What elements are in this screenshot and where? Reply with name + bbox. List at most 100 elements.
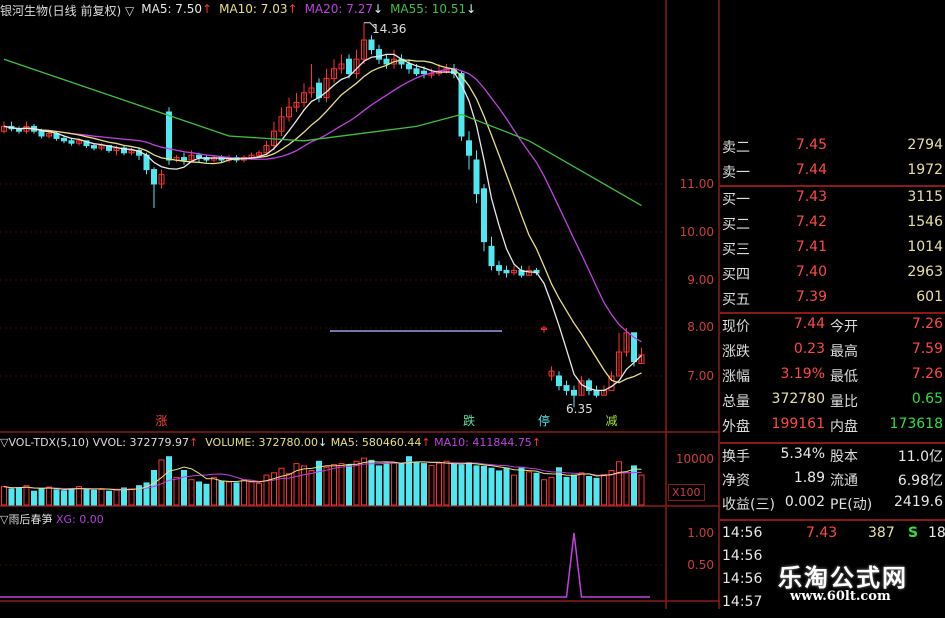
candle-body <box>458 73 465 137</box>
order-book-row: 买一 7.43 3115 <box>722 189 945 213</box>
volume-bar <box>248 481 255 506</box>
volume-bar <box>203 483 210 506</box>
volume-indicator-name[interactable]: ▽VOL-TDX(5,10) <box>0 436 90 449</box>
price-tick: 11.00 <box>679 177 714 191</box>
price-tick: 8.00 <box>687 320 714 334</box>
order-book-row: 买五 7.39 601 <box>722 289 945 313</box>
level-price: 7.41 <box>795 239 827 255</box>
tick-row: 14:56 <box>722 548 945 572</box>
tick-row: 14:56 <box>722 571 945 595</box>
candle-body <box>68 140 75 144</box>
volume-bar <box>241 479 247 506</box>
indicator-tick: 1.00 <box>687 526 714 540</box>
candle-body <box>38 130 45 137</box>
order-book-row: 买三 7.41 1014 <box>722 239 945 263</box>
stat-label: 内盘 <box>830 419 858 435</box>
volume-bar <box>233 482 240 506</box>
stat-label: 总量 <box>722 394 750 410</box>
volume-bar <box>458 464 465 506</box>
volume-bar <box>121 487 127 506</box>
candle-body <box>631 332 637 363</box>
ma5-value: MA5: 7.50 <box>141 2 203 16</box>
candle-body <box>91 145 97 149</box>
level-price: 7.44 <box>795 162 827 178</box>
volume-bar <box>8 488 15 506</box>
candle-body <box>556 375 562 387</box>
order-book-row: 卖二 7.45 2794 <box>722 137 945 161</box>
volume-value: VOLUME: 372780.00 <box>205 436 318 449</box>
stat-value: 7.26 <box>911 316 943 332</box>
high-marker <box>364 22 377 30</box>
tick-time: 14:56 <box>722 571 763 587</box>
stat-value: 372780 <box>771 391 825 407</box>
chart-header: 银河生物(日线 前复权) ▽ MA5: 7.50↑ MA10: 7.03↑ MA… <box>0 2 476 19</box>
candle-body <box>158 173 165 185</box>
candle-body <box>331 68 337 79</box>
stat-label: 涨幅 <box>722 369 750 385</box>
volume-bar <box>496 470 502 506</box>
volume-bar <box>181 470 187 506</box>
arrow-up-icon: ↑ <box>287 2 298 16</box>
tick-time: 14:56 <box>722 548 763 564</box>
volume-bar <box>616 461 622 506</box>
candle-body <box>503 269 510 274</box>
ma10-legend: MA10: 7.03↑ <box>219 2 297 19</box>
tick-time: 14:56 <box>722 525 763 541</box>
volume-bar <box>263 474 270 506</box>
volume-bar <box>173 476 180 506</box>
volume-bar <box>286 473 292 506</box>
level-label: 买三 <box>722 242 750 258</box>
stat-label: 最高 <box>830 344 858 360</box>
kline-chart[interactable] <box>0 0 720 609</box>
candle-body <box>361 39 367 60</box>
stat-label: 现价 <box>722 319 750 335</box>
level-label: 卖一 <box>722 165 750 181</box>
quote-stat-row: 涨幅 3.19% 最低 7.26 <box>722 366 945 390</box>
volume-bar <box>428 464 435 506</box>
stat-value: 7.59 <box>911 341 943 357</box>
order-book-row: 买二 7.42 1546 <box>722 214 945 238</box>
watermark-logo: 乐淘公式网 <box>778 563 908 592</box>
volume-bar <box>368 459 375 506</box>
volume-bar <box>188 479 195 506</box>
fundamental-label: PE(动) <box>830 497 873 513</box>
indicator-name[interactable]: ▽雨后春笋 <box>0 513 53 526</box>
quote-stat-row: 涨跌 0.23 最高 7.59 <box>722 341 945 365</box>
candle-body <box>338 63 345 70</box>
volume-bar <box>376 465 382 506</box>
volume-bar <box>1 486 7 506</box>
candle-body <box>128 149 135 154</box>
volume-bar <box>406 456 412 506</box>
volume-bar <box>301 465 307 506</box>
volume-ma5-value: MA5: 580460.44 <box>330 436 422 449</box>
fundamental-value: 2419.6 <box>894 494 943 510</box>
volume-bar <box>91 489 97 506</box>
low-annotation: 6.35 <box>566 402 593 416</box>
volume-bar <box>331 464 337 506</box>
arrow-up-icon: ↑ <box>189 436 199 449</box>
candle-body <box>638 354 645 365</box>
divider <box>720 185 945 187</box>
candle-body <box>181 157 187 161</box>
candle-body <box>466 140 472 156</box>
collapse-marker-icon[interactable]: ▽ <box>125 4 135 18</box>
candle-body <box>593 389 600 396</box>
signal-label: 跌 <box>463 414 476 428</box>
candle-body <box>383 58 390 65</box>
fundamental-value: 0.002 <box>784 494 825 510</box>
candle-body <box>98 145 105 149</box>
candle-body <box>61 137 67 142</box>
volume-ma10-value: MA10: 411844.75 <box>434 436 532 449</box>
candle-body <box>563 385 570 391</box>
level-price: 7.43 <box>795 189 827 205</box>
volume-bar <box>391 462 397 506</box>
level-price: 7.42 <box>795 214 827 230</box>
volume-bar <box>353 460 360 506</box>
level-label: 买一 <box>722 192 750 208</box>
volume-bar <box>211 476 217 506</box>
indicator-tick: 0.50 <box>687 558 714 572</box>
volume-bar <box>638 474 645 506</box>
fundamental-label: 股本 <box>830 449 858 465</box>
volume-bar <box>571 474 577 506</box>
ma55-legend: MA55: 10.51↓ <box>390 2 476 19</box>
